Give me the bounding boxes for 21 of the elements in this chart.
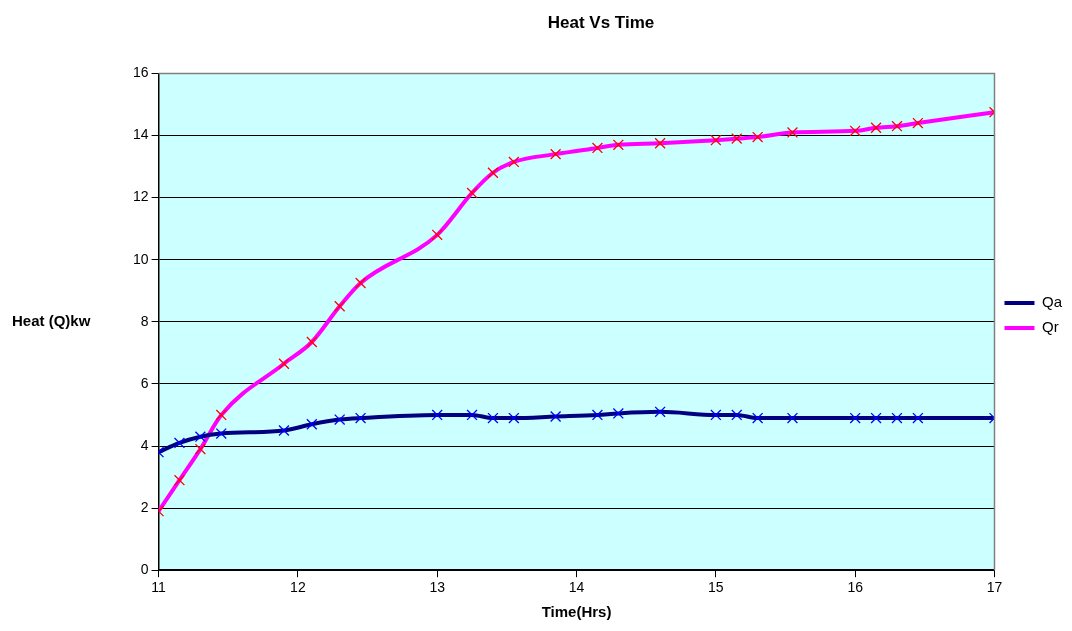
y-axis-title: Heat (Q)kw [12, 311, 91, 329]
x-tick-label: 11 [151, 579, 167, 596]
y-tick-label: 12 [132, 188, 149, 205]
x-tick-label: 14 [568, 579, 585, 596]
chart-title: Heat Vs Time [547, 12, 655, 32]
legend-label: Qr [1041, 318, 1059, 336]
y-tick-label: 4 [140, 436, 149, 453]
legend-label: Qa [1041, 293, 1063, 311]
y-tick-label: 16 [132, 64, 149, 81]
y-tick-label: 14 [132, 126, 149, 143]
y-tick-label: 10 [132, 250, 149, 267]
y-tick-label: 8 [140, 312, 149, 329]
x-tick-label: 13 [429, 579, 446, 596]
x-tick-label: 16 [847, 579, 864, 596]
y-tick-label: 0 [140, 561, 149, 578]
x-axis-title: Time(Hrs) [541, 603, 612, 621]
y-tick-label: 6 [140, 374, 149, 391]
y-tick-label: 2 [140, 498, 149, 515]
x-tick-label: 17 [986, 579, 1003, 596]
x-tick-label: 12 [290, 579, 306, 596]
x-tick-label: 15 [708, 579, 724, 596]
